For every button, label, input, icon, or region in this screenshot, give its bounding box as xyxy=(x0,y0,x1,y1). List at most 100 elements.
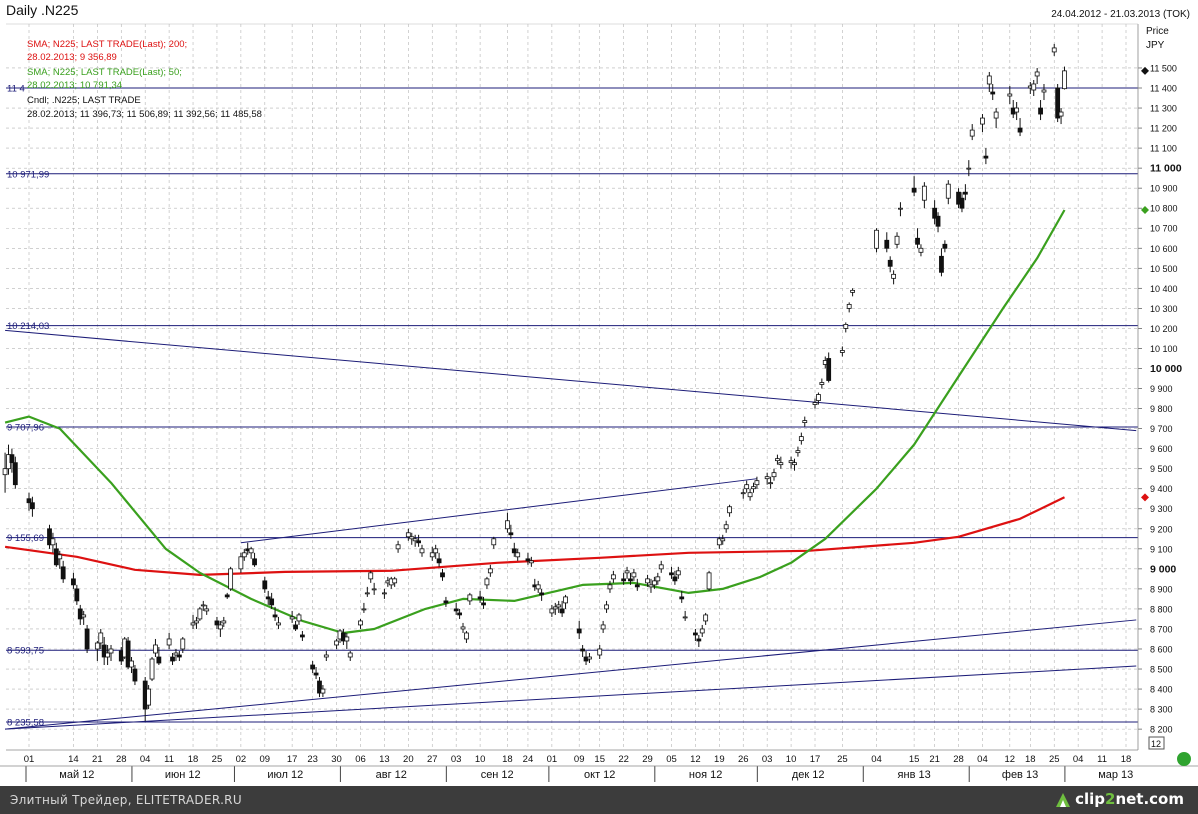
y-tick-label: 10 900 xyxy=(1150,184,1178,194)
candle-body xyxy=(26,498,32,504)
footer-bar: Элитный Трейдер, ELITETRADER.RU clip2net… xyxy=(0,786,1198,814)
month-label: ноя 12 xyxy=(689,769,722,781)
candle-body xyxy=(467,594,473,602)
candle-body xyxy=(313,672,319,676)
candle-body xyxy=(775,458,780,462)
candle-body xyxy=(706,572,712,590)
y-tick-label: 11 100 xyxy=(1150,144,1177,154)
clip2net-logo-icon xyxy=(1056,793,1070,807)
candle-body xyxy=(966,167,972,170)
candle-body xyxy=(610,574,616,580)
candle-body xyxy=(669,572,674,576)
candle-body xyxy=(443,600,449,604)
candle-body xyxy=(368,572,374,580)
x-tick-label: 24 xyxy=(523,754,534,765)
candle-body xyxy=(197,608,203,620)
candle-body xyxy=(932,207,938,219)
level-label: 10 214,03 xyxy=(7,321,49,332)
candles xyxy=(2,43,1067,722)
candle-body xyxy=(487,568,493,574)
clip2net-logo: clip2net.com xyxy=(1075,790,1184,808)
level-label: 10 971,99 xyxy=(7,169,49,180)
candle-body xyxy=(549,608,555,614)
candle-body xyxy=(2,468,8,476)
candle-body xyxy=(440,572,445,578)
candle-body xyxy=(648,584,654,588)
x-tick-label: 03 xyxy=(451,754,462,765)
x-tick-label: 27 xyxy=(427,754,438,765)
x-tick-label: 22 xyxy=(618,754,629,765)
candle-body xyxy=(276,622,281,626)
candle-body xyxy=(894,235,900,245)
candle-body xyxy=(986,75,992,85)
candle-body xyxy=(371,588,377,591)
candle-body xyxy=(323,654,329,658)
candle-body xyxy=(9,454,15,464)
month-label: июл 12 xyxy=(267,769,303,781)
candle-body xyxy=(190,622,196,626)
candle-body xyxy=(740,492,746,495)
month-label: фев 13 xyxy=(1002,769,1038,781)
candle-body xyxy=(826,358,832,381)
x-tick-label: 25 xyxy=(1049,754,1060,765)
candle-body xyxy=(788,460,794,464)
x-tick-label: 15 xyxy=(594,754,605,765)
candle-body xyxy=(405,532,411,538)
zoom-box[interactable] xyxy=(1148,736,1165,750)
candle-body xyxy=(200,604,206,607)
legend-candle-line2: 28.02.2013; 11 396,73; 11 506,89; 11 392… xyxy=(27,109,262,120)
candle-body xyxy=(170,656,175,662)
candle-body xyxy=(839,350,845,353)
candle-body xyxy=(204,608,210,612)
candle-body xyxy=(221,620,227,624)
candle-body xyxy=(344,636,350,642)
candle-body xyxy=(173,652,179,656)
candle-body xyxy=(645,578,650,584)
level-label: 9 707,96 xyxy=(7,423,44,434)
x-tick-label: 01 xyxy=(24,754,35,765)
candle-body xyxy=(754,480,760,486)
x-tick-label: 18 xyxy=(188,754,199,765)
legend-sma50-line1: SMA; N225; LAST TRADE(Last); 50; xyxy=(27,67,182,78)
x-tick-label: 04 xyxy=(140,754,151,765)
candle-body xyxy=(217,624,223,630)
candle-body xyxy=(460,626,466,630)
candle-body xyxy=(433,548,439,554)
month-label: май 12 xyxy=(59,769,94,781)
month-label: мар 13 xyxy=(1098,769,1133,781)
trendline xyxy=(5,619,1137,730)
x-tick-label: 25 xyxy=(837,754,848,765)
candle-body xyxy=(347,652,353,658)
candle-body xyxy=(74,588,80,602)
x-tick-label: 18 xyxy=(502,754,513,765)
candle-body xyxy=(180,638,186,650)
candle-body xyxy=(419,548,425,554)
candle-body xyxy=(672,576,678,582)
candle-body xyxy=(1007,93,1013,97)
legend: Daily .N225 24.04.2012 - 21.03.2013 (TOK… xyxy=(6,2,1190,750)
month-label: дек 12 xyxy=(792,769,825,781)
candle-body xyxy=(429,552,435,558)
y-tick-label: 9 000 xyxy=(1150,563,1176,575)
y-tick-label: 9 500 xyxy=(1150,464,1173,474)
x-tick-label: 17 xyxy=(287,754,298,765)
x-tick-label: 09 xyxy=(260,754,271,765)
candle-body xyxy=(364,592,370,595)
candle-body xyxy=(272,614,278,618)
candle-body xyxy=(1017,127,1023,133)
candle-body xyxy=(959,197,965,209)
month-label: сен 12 xyxy=(481,769,514,781)
candle-body xyxy=(1038,107,1043,115)
candle-body xyxy=(716,538,722,546)
candle-body xyxy=(194,620,199,624)
candle-body xyxy=(241,552,247,558)
candle-body xyxy=(624,570,630,574)
legend-sma50-line2: 28.02.2013; 10 791,34 xyxy=(27,80,122,91)
candle-body xyxy=(436,558,442,564)
candle-body xyxy=(289,616,295,620)
x-tick-label: 02 xyxy=(236,754,247,765)
candle-body xyxy=(651,580,657,586)
candle-body xyxy=(587,656,592,660)
y-tick-label: 10 600 xyxy=(1150,244,1178,254)
candle-body xyxy=(412,538,418,542)
